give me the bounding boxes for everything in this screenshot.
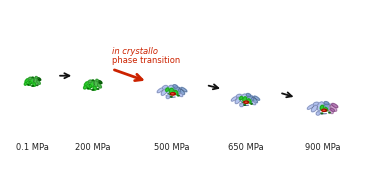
Circle shape <box>178 95 179 96</box>
Ellipse shape <box>24 82 27 85</box>
Ellipse shape <box>162 86 167 89</box>
Ellipse shape <box>174 90 178 95</box>
Circle shape <box>92 89 94 90</box>
Ellipse shape <box>37 80 40 84</box>
Circle shape <box>170 93 175 95</box>
Ellipse shape <box>252 102 256 105</box>
Circle shape <box>244 101 249 103</box>
Circle shape <box>28 84 29 85</box>
Ellipse shape <box>307 105 314 109</box>
Ellipse shape <box>93 86 96 90</box>
Ellipse shape <box>98 81 102 84</box>
Ellipse shape <box>324 102 329 105</box>
Ellipse shape <box>161 89 167 95</box>
Text: 0.1 MPa: 0.1 MPa <box>16 143 49 152</box>
Ellipse shape <box>96 79 99 82</box>
Ellipse shape <box>169 88 173 94</box>
Ellipse shape <box>240 103 244 107</box>
Text: 900 MPa: 900 MPa <box>305 143 341 152</box>
Ellipse shape <box>94 81 98 87</box>
Ellipse shape <box>89 81 95 88</box>
Ellipse shape <box>35 76 38 79</box>
Ellipse shape <box>325 103 331 111</box>
Ellipse shape <box>231 97 237 101</box>
Ellipse shape <box>84 82 89 86</box>
Ellipse shape <box>330 105 337 111</box>
Ellipse shape <box>25 79 29 82</box>
Ellipse shape <box>166 95 170 99</box>
Ellipse shape <box>173 85 178 88</box>
Ellipse shape <box>236 94 241 98</box>
Circle shape <box>87 88 89 89</box>
Circle shape <box>322 109 327 111</box>
Ellipse shape <box>332 103 338 108</box>
Circle shape <box>245 101 246 102</box>
Text: phase transition: phase transition <box>112 56 180 65</box>
Ellipse shape <box>246 94 251 97</box>
Text: 200 MPa: 200 MPa <box>75 143 111 152</box>
Ellipse shape <box>178 89 184 95</box>
Ellipse shape <box>84 86 87 89</box>
Ellipse shape <box>252 97 257 103</box>
Ellipse shape <box>166 88 169 91</box>
Ellipse shape <box>157 88 163 93</box>
Text: in crystallo: in crystallo <box>112 47 158 56</box>
Ellipse shape <box>28 77 32 80</box>
Ellipse shape <box>235 97 241 104</box>
Ellipse shape <box>239 97 243 100</box>
Ellipse shape <box>33 78 37 83</box>
Circle shape <box>32 77 33 78</box>
Ellipse shape <box>317 102 324 111</box>
Ellipse shape <box>248 99 251 103</box>
Ellipse shape <box>33 83 36 86</box>
Ellipse shape <box>243 97 247 102</box>
Ellipse shape <box>29 78 34 84</box>
Circle shape <box>329 112 330 113</box>
Ellipse shape <box>37 78 41 80</box>
Ellipse shape <box>179 93 183 97</box>
Circle shape <box>172 93 173 94</box>
Circle shape <box>321 113 323 114</box>
Circle shape <box>37 85 38 86</box>
Ellipse shape <box>174 86 181 94</box>
Ellipse shape <box>28 81 31 85</box>
Ellipse shape <box>329 110 333 114</box>
Ellipse shape <box>313 102 319 106</box>
Ellipse shape <box>324 107 328 111</box>
Ellipse shape <box>254 96 260 100</box>
Text: 650 MPa: 650 MPa <box>228 143 263 152</box>
Ellipse shape <box>330 108 335 112</box>
Ellipse shape <box>98 84 101 88</box>
Ellipse shape <box>167 85 174 94</box>
Ellipse shape <box>88 84 91 89</box>
Ellipse shape <box>316 112 320 115</box>
Circle shape <box>170 96 172 97</box>
Ellipse shape <box>88 80 92 83</box>
Ellipse shape <box>311 105 318 112</box>
Ellipse shape <box>240 94 247 102</box>
Text: 500 MPa: 500 MPa <box>154 143 190 152</box>
Ellipse shape <box>248 95 254 102</box>
Ellipse shape <box>320 105 324 110</box>
Ellipse shape <box>181 87 187 92</box>
